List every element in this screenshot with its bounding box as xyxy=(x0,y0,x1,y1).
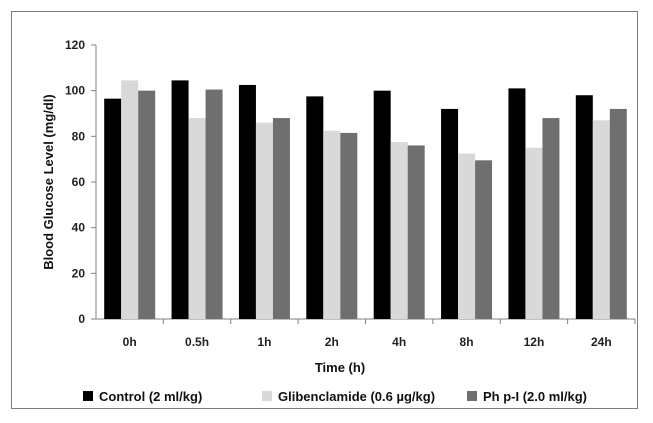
x-tick-label: 2h xyxy=(325,335,339,349)
x-tick-label: 24h xyxy=(591,335,612,349)
legend-swatch-php-i xyxy=(467,391,477,401)
bar-series-1-12h xyxy=(525,147,543,319)
legend-label-php-i: Ph p-I (2.0 ml/kg) xyxy=(483,388,588,404)
bar-series-1-1h xyxy=(255,122,273,319)
x-tick-label: 0.5h xyxy=(185,335,209,349)
legend-swatch-glibenclamide xyxy=(262,391,272,401)
bar-series-1-4h xyxy=(390,142,408,319)
y-axis-title: Blood Glucose Level (mg/dl) xyxy=(41,94,56,270)
bar-series-2-4h xyxy=(407,145,425,319)
bar-series-2-12h xyxy=(542,118,560,319)
x-tick-label: 1h xyxy=(257,335,271,349)
y-tick-label: 60 xyxy=(72,175,86,189)
y-tick-label: 100 xyxy=(65,84,85,98)
legend-item-glibenclamide: Glibenclamide (0.6 µg/kg) xyxy=(262,384,435,408)
y-tick-label: 40 xyxy=(72,221,86,235)
legend-label-glibenclamide: Glibenclamide (0.6 µg/kg) xyxy=(278,388,436,404)
bar-series-0-2h xyxy=(306,96,324,319)
bar-series-0-0h xyxy=(104,98,122,320)
legend: Control (2 ml/kg) Glibenclamide (0.6 µg/… xyxy=(0,384,653,408)
bar-series-1-24h xyxy=(592,120,610,319)
bar-series-2-24h xyxy=(609,108,627,319)
y-tick-label: 120 xyxy=(65,38,85,52)
bar-series-1-0.5h xyxy=(188,118,206,319)
x-tick-label: 4h xyxy=(392,335,406,349)
bar-series-0-0.5h xyxy=(171,80,189,320)
bar-series-0-24h xyxy=(575,95,593,319)
bar-series-0-4h xyxy=(373,90,391,320)
bar-series-2-8h xyxy=(475,160,493,319)
bar-series-2-0.5h xyxy=(205,89,223,320)
legend-item-php-i: Ph p-I (2.0 ml/kg) xyxy=(467,384,587,408)
y-tick-label: 80 xyxy=(72,129,86,143)
bar-series-0-12h xyxy=(508,88,526,319)
x-tick-label: 12h xyxy=(524,335,545,349)
bar-series-1-8h xyxy=(458,153,476,319)
legend-item-control: Control (2 ml/kg) xyxy=(83,384,202,408)
x-tick-label: 0h xyxy=(123,335,137,349)
bar-series-0-8h xyxy=(441,108,459,319)
bar-series-2-0h xyxy=(138,90,156,320)
y-tick-label: 0 xyxy=(78,312,85,326)
y-tick-label: 20 xyxy=(72,266,86,280)
bar-series-1-0h xyxy=(121,80,139,320)
x-tick-label: 8h xyxy=(460,335,474,349)
legend-label-control: Control (2 ml/kg) xyxy=(99,388,203,404)
legend-swatch-control xyxy=(83,391,93,401)
x-axis-title: Time (h) xyxy=(315,360,365,375)
bar-series-2-2h xyxy=(340,132,358,319)
bar-series-2-1h xyxy=(272,118,290,319)
bar-series-0-1h xyxy=(238,84,256,319)
bar-series-1-2h xyxy=(323,130,341,319)
